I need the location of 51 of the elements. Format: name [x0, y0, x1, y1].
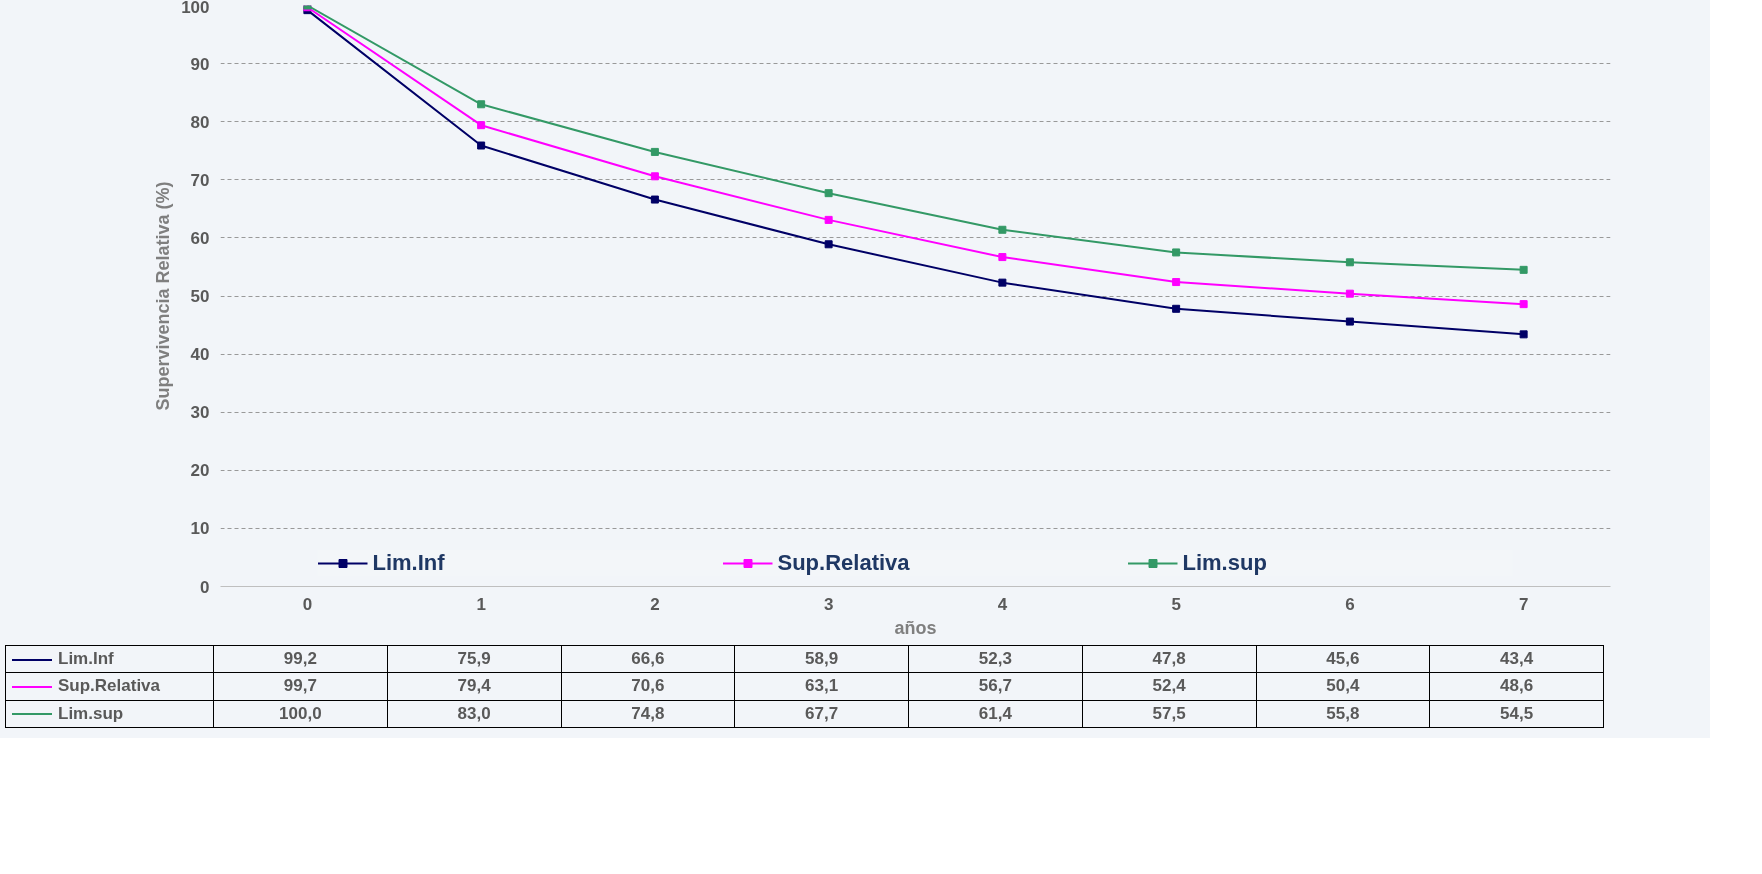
- y-tick-label: 20: [190, 461, 210, 481]
- data-label: 56,7: [908, 672, 1083, 701]
- data-label: 58,9: [734, 645, 909, 673]
- data-label: 52,3: [908, 645, 1083, 673]
- x-tick-label: 5: [1171, 594, 1181, 614]
- legend-label: Sup.Relativa: [777, 550, 911, 576]
- x-tick-label: 3: [823, 594, 834, 614]
- data-label: 67,7: [734, 700, 909, 728]
- y-axis-title: Supervivencia Relativa (%): [153, 181, 174, 411]
- data-label: 70,6: [561, 672, 735, 701]
- data-label: 74,8: [561, 700, 735, 728]
- text: Lim.Inf: [58, 649, 114, 668]
- x-tick-label: 1: [476, 594, 486, 614]
- y-tick-label: 40: [190, 345, 210, 365]
- text: Lim.sup: [58, 703, 124, 723]
- y-tick-label: 80: [190, 112, 210, 132]
- data-label: 55,8: [1256, 700, 1430, 728]
- data-label: 100,0: [213, 700, 388, 728]
- data-label: 79,4: [387, 672, 561, 701]
- x-tick-label: 7: [1518, 594, 1529, 614]
- data-label: 57,5: [1082, 700, 1256, 728]
- data-label: 50,4: [1256, 672, 1430, 701]
- y-tick-label: 30: [190, 403, 210, 423]
- data-label: 99,7: [213, 672, 388, 701]
- data-label: 43,4: [1429, 645, 1604, 673]
- legend-label: Lim.sup: [1182, 550, 1268, 576]
- data-label: 99,2: [213, 645, 388, 673]
- data-label: 83,0: [387, 700, 561, 728]
- y-tick-label: 60: [190, 228, 210, 248]
- data-label: 61,4: [908, 700, 1083, 728]
- data-label: 48,6: [1429, 672, 1604, 701]
- data-label: 47,8: [1082, 645, 1256, 673]
- data-label: 63,1: [734, 672, 909, 701]
- y-tick-label: 10: [190, 519, 210, 539]
- x-tick-label: 2: [650, 594, 660, 614]
- x-axis-title: años: [894, 617, 937, 638]
- legend-label: Lim.Inf: [372, 550, 446, 576]
- data-label: 52,4: [1082, 672, 1256, 701]
- data-label: 75,9: [387, 645, 561, 673]
- data-label: 54,5: [1429, 700, 1604, 728]
- data-label: 45,6: [1256, 645, 1430, 673]
- y-tick-label: 0: [200, 577, 210, 597]
- data-label: 66,6: [561, 645, 735, 673]
- y-tick-label: 70: [190, 170, 210, 190]
- y-tick-label: 50: [190, 287, 210, 306]
- x-tick-label: 6: [1345, 594, 1355, 614]
- x-tick-label: 4: [997, 594, 1008, 614]
- text: Sup.Relativa: [58, 676, 161, 696]
- y-tick-label: 90: [190, 54, 210, 74]
- y-tick-label: 100: [181, 0, 210, 17]
- x-tick-label: 0: [302, 594, 313, 614]
